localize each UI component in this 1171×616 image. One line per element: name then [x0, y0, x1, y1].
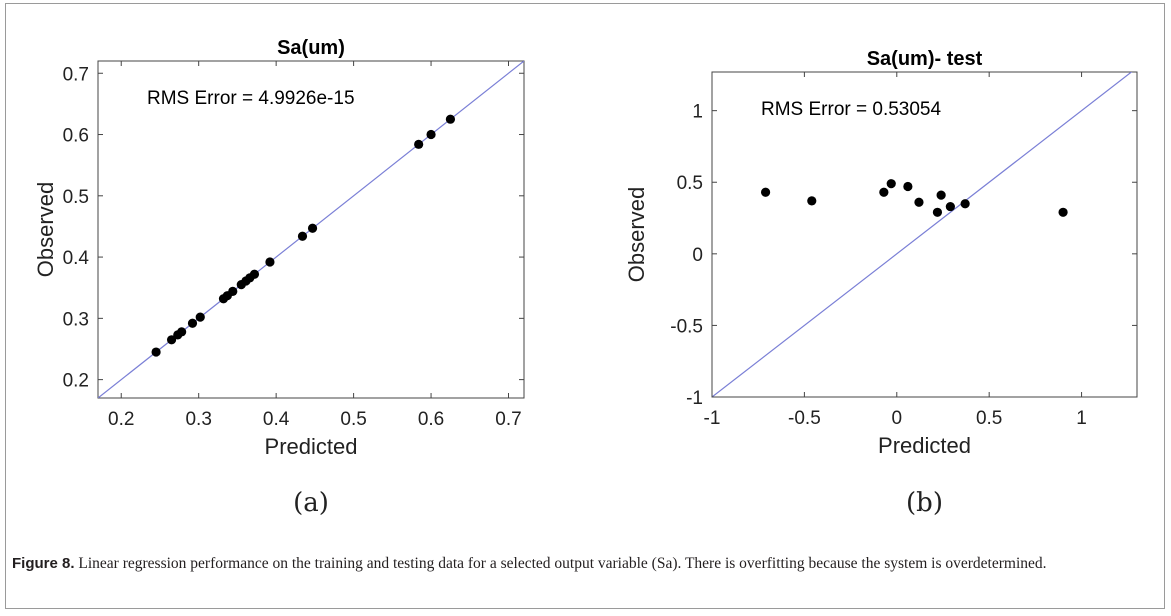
- chart-a-axes-box: [97, 60, 525, 399]
- chart-b-rms-annotation: RMS Error = 0.53054: [761, 99, 941, 120]
- chart-a-x-axis-label: Predicted: [265, 434, 358, 459]
- chart-a-data-point: [445, 114, 456, 124]
- caption-text: Linear regression performance on the tra…: [74, 555, 1047, 572]
- chart-a-y-tick-label: 0.3: [63, 309, 89, 330]
- chart-b-axes-box: [711, 71, 1138, 398]
- chart-a-data-point: [307, 223, 318, 233]
- chart-a-x-tick-label: 0.7: [495, 409, 521, 430]
- chart-b-data-point: [914, 197, 924, 207]
- chart-b-data-point: [903, 181, 913, 192]
- chart-a-x-tick-label: 0.3: [185, 409, 211, 430]
- chart-a-data-point: [177, 327, 187, 337]
- chart-a-title: Sa(um): [277, 37, 345, 59]
- chart-b-y-tick-label: -0.5: [670, 316, 703, 337]
- chart-a-data-point: [195, 312, 205, 322]
- chart-a-x-tick-label: 0.5: [340, 409, 366, 430]
- chart-a-y-axis-label: Observed: [33, 182, 58, 277]
- chart-a-x-tick-label: 0.6: [418, 409, 444, 430]
- chart-b-data-point: [960, 199, 970, 209]
- chart-a-data-point: [151, 347, 161, 357]
- chart-a-y-tick-label: 0.4: [63, 248, 90, 269]
- chart-b-reference-line: [712, 72, 1133, 397]
- chart-a-y-tick-label: 0.5: [63, 187, 89, 208]
- chart-b-data-point: [932, 207, 943, 217]
- chart-a-rms-annotation: RMS Error = 4.9926e-15: [147, 88, 355, 109]
- chart-b-x-tick-label: 0.5: [976, 408, 1002, 429]
- chart-a-data-point: [426, 129, 436, 140]
- chart-a-panel-label: (a): [293, 488, 329, 518]
- chart-a-data-point: [187, 318, 198, 328]
- chart-b-data-point: [1058, 207, 1068, 217]
- chart-b-y-tick-label: 0: [692, 245, 703, 266]
- chart-a-y-tick-label: 0.2: [63, 371, 89, 392]
- chart-a-data-point: [228, 286, 238, 296]
- chart-a-data-point: [297, 231, 308, 241]
- chart-a-y-tick-label: 0.6: [63, 126, 89, 147]
- chart-b-x-tick-label: -1: [704, 408, 721, 429]
- chart-b-panel-label: (b): [906, 488, 943, 518]
- chart-a-data-point: [265, 257, 275, 267]
- chart-b-y-tick-label: 0.5: [677, 173, 703, 194]
- chart-a-data-point: [414, 139, 424, 149]
- chart-b-data-point: [807, 196, 817, 206]
- caption-label: Figure 8.: [12, 555, 75, 572]
- chart-b-data-point: [936, 190, 946, 200]
- chart-b-x-tick-label: 0: [891, 408, 902, 429]
- chart-b-y-axis-label: Observed: [624, 187, 649, 282]
- chart-a-y-tick-label: 0.7: [63, 64, 89, 85]
- chart-b-y-tick-label: -1: [686, 388, 703, 409]
- chart-b-data-point: [945, 201, 955, 212]
- chart-b-data-point: [879, 187, 889, 197]
- figure-caption: Figure 8. Linear regression performance …: [12, 553, 1157, 574]
- chart-b-x-tick-label: -0.5: [788, 408, 821, 429]
- figure-frame: [5, 3, 1165, 609]
- chart-b-x-axis-label: Predicted: [878, 433, 971, 458]
- chart-b-title: Sa(um)- test: [867, 48, 983, 70]
- chart-b-data-point: [886, 179, 896, 189]
- chart-a-data-point: [166, 335, 177, 345]
- chart-a-data-point: [249, 269, 260, 279]
- chart-b-y-tick-label: 1: [692, 102, 703, 123]
- chart-a-x-tick-label: 0.2: [108, 409, 134, 430]
- chart-b-data-point: [760, 187, 771, 197]
- chart-a-x-tick-label: 0.4: [263, 409, 290, 430]
- chart-b-x-tick-label: 1: [1076, 408, 1087, 429]
